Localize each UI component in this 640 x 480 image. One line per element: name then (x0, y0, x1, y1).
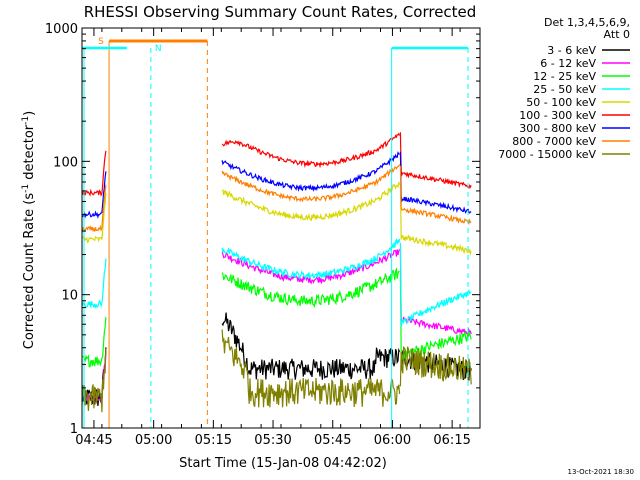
series-7-segment-2 (399, 165, 472, 226)
x-tick-label-6: 06:15 (433, 433, 470, 448)
legend-label-6: 300 - 800 keV (519, 122, 596, 135)
series-4-segment-0 (81, 192, 107, 244)
saa-label: S (98, 37, 104, 47)
series-3-segment-0 (81, 258, 107, 309)
series-1-segment-2 (399, 248, 472, 339)
series-100-300-kev (81, 132, 472, 197)
series-8-segment-1 (221, 329, 401, 408)
y-tick-label-0: 1 (70, 422, 78, 437)
series-5-segment-2 (399, 132, 472, 190)
legend-label-5: 100 - 300 keV (519, 109, 596, 122)
plot-frame (81, 27, 481, 429)
y-tick-label-3: 1000 (45, 22, 78, 37)
series-1-segment-1 (221, 249, 401, 285)
series-25-50-kev (81, 238, 472, 328)
series-3-segment-1 (221, 238, 401, 281)
x-tick-label-3: 05:30 (254, 433, 291, 448)
x-tick-label-0: 04:45 (75, 433, 112, 448)
y-axis-label-sup1: -1 (21, 184, 31, 193)
legend-label-7: 800 - 7000 keV (512, 135, 596, 148)
legend-header-2: Att 0 (604, 28, 630, 41)
series-5-segment-0 (81, 150, 107, 197)
series-7-segment-1 (221, 164, 401, 203)
series-800-7000-kev (81, 164, 472, 233)
night-label: N (155, 44, 162, 54)
chart-title: RHESSI Observing Summary Count Rates, Co… (84, 3, 477, 21)
series-6-segment-2 (399, 151, 472, 214)
legend-header-1: Det 1,3,4,5,6,9, (544, 16, 630, 29)
series-3-segment-2 (399, 242, 472, 328)
series-6-segment-1 (221, 151, 400, 193)
series-7000-15000-kev (81, 329, 472, 413)
y-axis-label-sup2: -1 (21, 116, 31, 125)
y-axis-label: Corrected Count Rate (s-1 detector-1) (21, 111, 37, 349)
plot-area: SN (81, 37, 472, 428)
series-8-segment-2 (399, 346, 472, 387)
legend-label-0: 3 - 6 keV (547, 44, 596, 57)
legend-label-3: 25 - 50 keV (533, 83, 596, 96)
series-300-800-kev (81, 151, 472, 219)
y-axis-label-main: Corrected Count Rate (s (22, 193, 37, 350)
series-5-segment-1 (221, 132, 401, 169)
footer-date: 13-Oct-2021 18:30 (568, 468, 634, 476)
series-50-100-kev (81, 181, 472, 256)
legend-label-2: 12 - 25 keV (533, 70, 596, 83)
axes: 1 10 100 1000 04:45 05:00 05:15 05:30 05:45 06:00… (45, 22, 481, 448)
x-tick-label-4: 05:45 (314, 433, 351, 448)
series-0-segment-1 (221, 312, 401, 380)
legend-label-4: 50 - 100 keV (526, 96, 596, 109)
x-tick-label-5: 06:00 (374, 433, 411, 448)
series-4-segment-1 (221, 181, 401, 222)
x-tick-label-1: 05:00 (135, 433, 172, 448)
series-2-segment-0 (81, 317, 107, 368)
y-axis-label-mid: detector (22, 124, 37, 184)
series-7-segment-0 (81, 184, 107, 233)
y-tick-label-2: 100 (53, 155, 78, 170)
x-axis-label: Start Time (15-Jan-08 04:42:02) (179, 456, 387, 471)
series-4-segment-2 (399, 183, 472, 256)
series-2-segment-1 (221, 267, 400, 309)
series-8-segment-0 (81, 348, 107, 413)
y-tick-label-1: 10 (61, 289, 78, 304)
y-axis-label-end: ) (22, 111, 37, 116)
legend-label-8: 7000 - 15000 keV (498, 148, 596, 161)
x-tick-label-2: 05:15 (195, 433, 232, 448)
legend-label-1: 6 - 12 keV (540, 57, 596, 70)
